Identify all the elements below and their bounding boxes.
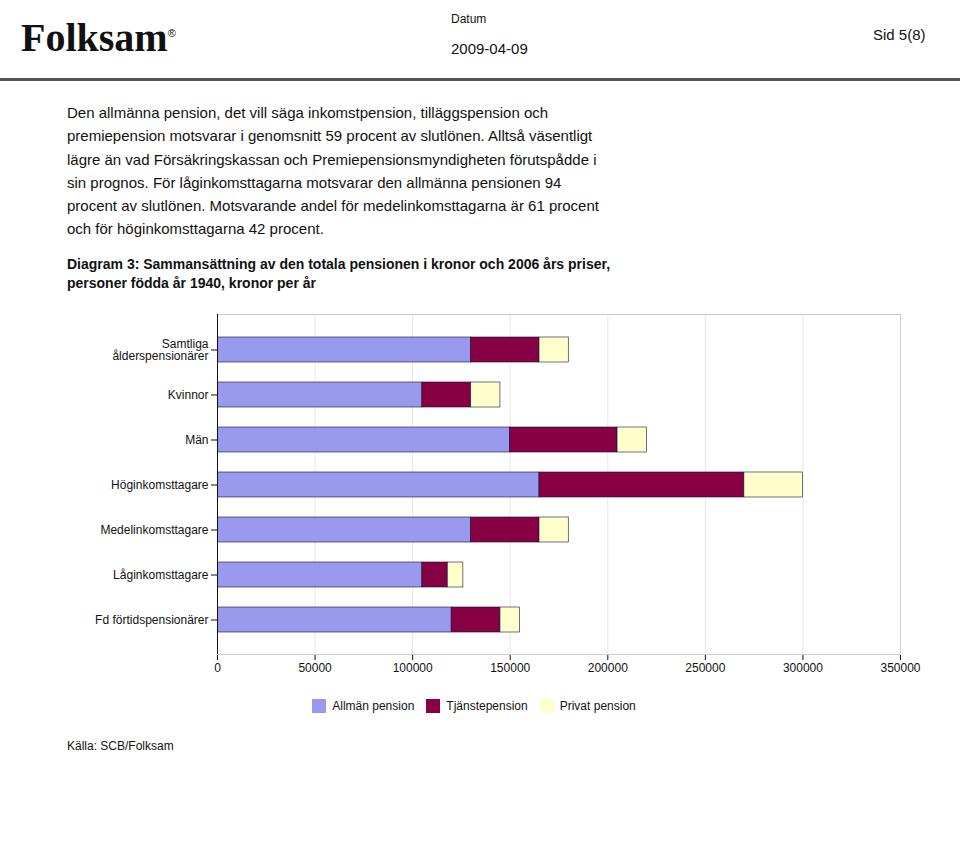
svg-text:Kvinnor: Kvinnor bbox=[168, 388, 209, 402]
svg-text:Män: Män bbox=[185, 433, 208, 447]
html-text:Diagram 3: Sammansättning av d: Diagram 3: Sammansättning av den totala … bbox=[67, 255, 611, 292]
html-text:Privat pension: Privat pension bbox=[559, 699, 636, 714]
svg-text:0: 0 bbox=[214, 661, 221, 675]
svg-text:Fd förtidspensionärer: Fd förtidspensionärer bbox=[95, 613, 208, 627]
svg-text:150000: 150000 bbox=[490, 661, 530, 675]
html-text:Sid 5(8): Sid 5(8) bbox=[873, 26, 926, 43]
svg-text:50000: 50000 bbox=[298, 661, 332, 675]
html-text:Tjänstepension: Tjänstepension bbox=[446, 699, 528, 714]
html-text:Datum: Datum bbox=[451, 12, 487, 26]
html-text:2009-04-09: 2009-04-09 bbox=[451, 40, 528, 57]
html-text:Allmän pension: Allmän pension bbox=[332, 699, 415, 714]
svg-text:250000: 250000 bbox=[685, 661, 725, 675]
svg-text:Höginkomsttagare: Höginkomsttagare bbox=[111, 478, 209, 492]
svg-text:200000: 200000 bbox=[588, 661, 628, 675]
svg-text:Samtligaålderspensionärer: Samtligaålderspensionärer bbox=[112, 337, 208, 363]
svg-text:Medelinkomsttagare: Medelinkomsttagare bbox=[100, 523, 208, 537]
svg-text:100000: 100000 bbox=[393, 661, 433, 675]
html-text:Den allmänna pension, det vill: Den allmänna pension, det vill säga inko… bbox=[67, 104, 599, 238]
svg-text:300000: 300000 bbox=[783, 661, 823, 675]
svg-text:350000: 350000 bbox=[880, 661, 920, 675]
html-text:Folksam: Folksam bbox=[21, 15, 168, 60]
svg-text:Låginkomsttagare: Låginkomsttagare bbox=[113, 568, 209, 582]
html-text:Källa: SCB/Folksam: Källa: SCB/Folksam bbox=[67, 738, 174, 753]
